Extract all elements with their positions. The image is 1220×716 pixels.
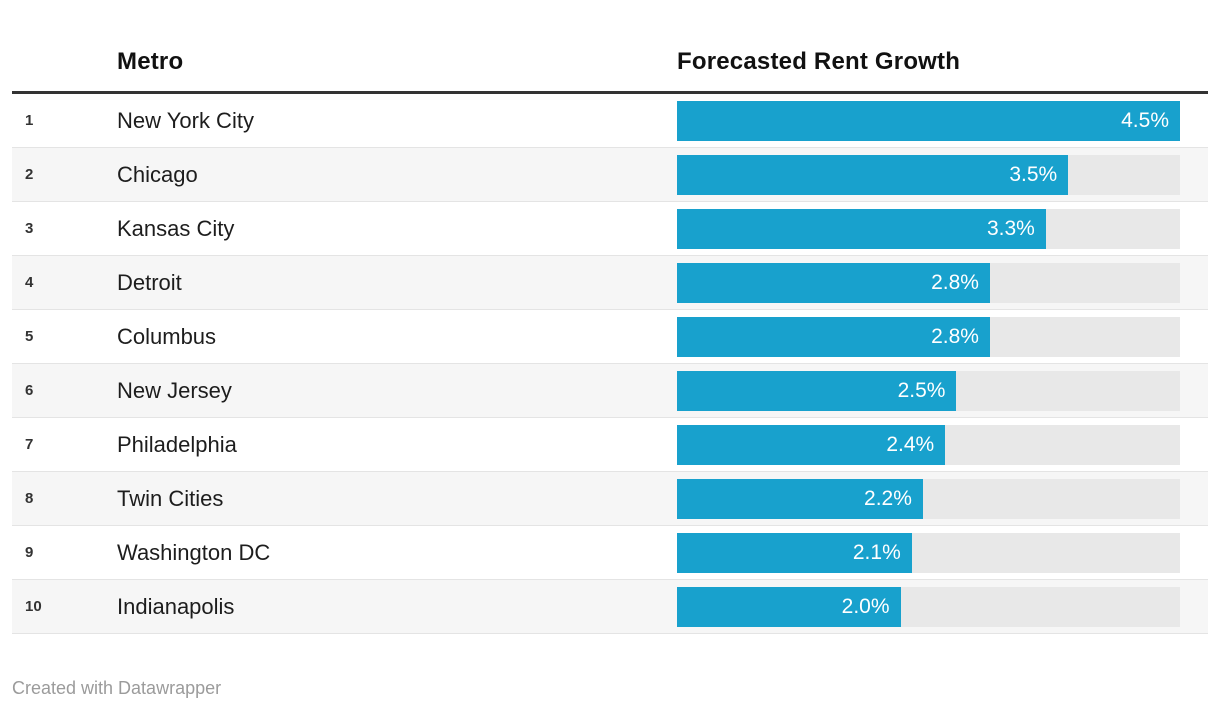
- bar-fill: 2.4%: [677, 424, 946, 465]
- bar-fill: 2.0%: [677, 586, 901, 627]
- metro-cell: Kansas City: [117, 215, 235, 241]
- metro-cell: New Jersey: [117, 377, 232, 403]
- table-row: 8 Twin Cities 2.2%: [12, 472, 1208, 526]
- bar-value-label: 3.5%: [1009, 163, 1058, 186]
- metro-column-header: Metro: [117, 47, 184, 75]
- bar-track: 2.8%: [677, 262, 1180, 303]
- rank-cell: 9: [25, 544, 34, 561]
- bar-track: 2.8%: [677, 316, 1180, 357]
- bar-fill: 2.1%: [677, 532, 912, 573]
- bar-fill: 3.5%: [677, 154, 1069, 195]
- metro-cell: Washington DC: [117, 539, 271, 565]
- bar-track: 2.4%: [677, 424, 1180, 465]
- rank-cell: 3: [25, 220, 34, 237]
- rank-cell: 5: [25, 328, 34, 345]
- datawrapper-credit: Created with Datawrapper: [12, 678, 222, 698]
- bar-track: 2.1%: [677, 532, 1180, 573]
- bar-track: 4.5%: [677, 100, 1180, 141]
- bar-fill: 2.8%: [677, 262, 990, 303]
- bar-track: 3.3%: [677, 208, 1180, 249]
- table-row: 10 Indianapolis 2.0%: [12, 580, 1208, 634]
- table-row: 6 New Jersey 2.5%: [12, 364, 1208, 418]
- bar-fill: 2.2%: [677, 478, 923, 519]
- metro-cell: Indianapolis: [117, 593, 235, 619]
- bar-value-label: 3.3%: [986, 217, 1035, 240]
- table-row: 1 New York City 4.5%: [12, 94, 1208, 148]
- table-header-row: Metro Forecasted Rent Growth: [12, 32, 1208, 94]
- rank-cell: 8: [25, 490, 34, 507]
- metro-cell: Twin Cities: [117, 485, 224, 511]
- metro-cell: Philadelphia: [117, 431, 237, 457]
- rank-cell: 4: [25, 274, 34, 291]
- bar-value-label: 2.8%: [931, 325, 979, 348]
- rank-cell: 2: [25, 166, 34, 183]
- table-row: 2 Chicago 3.5%: [12, 148, 1208, 202]
- table-row: 7 Philadelphia 2.4%: [12, 418, 1208, 472]
- bar-value-label: 2.2%: [864, 487, 912, 510]
- table-row: 5 Columbus 2.8%: [12, 310, 1208, 364]
- metro-cell: Chicago: [117, 161, 198, 187]
- bar-fill: 2.8%: [677, 316, 990, 357]
- rank-cell: 1: [25, 112, 34, 129]
- table-row: 9 Washington DC 2.1%: [12, 526, 1208, 580]
- table-row: 3 Kansas City 3.3%: [12, 202, 1208, 256]
- table-row: 4 Detroit 2.8%: [12, 256, 1208, 310]
- metro-cell: Columbus: [117, 323, 217, 349]
- metro-cell: Detroit: [117, 269, 182, 295]
- rank-cell: 7: [25, 436, 34, 453]
- bar-value-label: 2.1%: [852, 541, 901, 564]
- bar-fill: 3.3%: [677, 208, 1046, 249]
- bar-track: 3.5%: [677, 154, 1180, 195]
- table-body: 1 New York City 4.5% 2 Chicago 3.5% 3 Kansas Ci…: [12, 94, 1208, 634]
- bar-value-label: 4.5%: [1121, 109, 1169, 132]
- value-column-header: Forecasted Rent Growth: [677, 47, 961, 75]
- rank-cell: 10: [25, 598, 42, 615]
- rank-cell: 6: [25, 382, 34, 399]
- metro-cell: New York City: [117, 107, 254, 133]
- bar-value-label: 2.4%: [886, 433, 935, 456]
- bar-track: 2.0%: [677, 586, 1180, 627]
- bar-fill: 4.5%: [677, 100, 1180, 141]
- bar-value-label: 2.5%: [897, 379, 946, 402]
- bar-value-label: 2.8%: [931, 271, 979, 294]
- bar-track: 2.5%: [677, 370, 1180, 411]
- bar-fill: 2.5%: [677, 370, 957, 411]
- bar-value-label: 2.0%: [841, 595, 890, 618]
- bar-track: 2.2%: [677, 478, 1180, 519]
